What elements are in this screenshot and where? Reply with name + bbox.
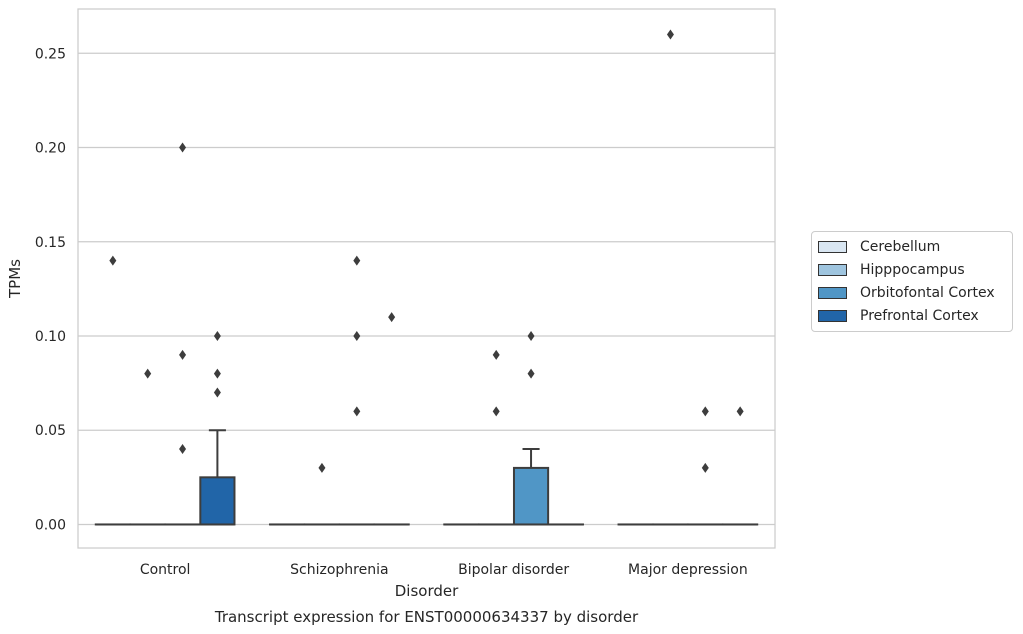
box-1-1 [303,462,341,526]
y-tick-label: 0.00 [35,517,66,533]
box-2-1 [478,349,515,526]
plot-frame [77,8,776,549]
legend-item: Hipppocampus [812,258,1012,281]
outlier-point [318,462,326,473]
box-1-2 [338,255,375,526]
outlier-point [213,330,221,341]
legend-swatch [818,309,847,322]
outlier-point [666,29,674,40]
box-body [199,476,236,526]
y-tick-label: 0.15 [35,235,66,251]
outlier-point [701,462,709,473]
outlier-point [527,368,535,379]
x-tick-label: Major depression [628,562,748,578]
legend-swatch [818,263,847,276]
legend-item: Cerebellum [812,235,1012,258]
x-axis: Control Schizophrenia Bipolar disorder Majo… [140,562,748,578]
outlier-point [353,255,361,266]
outlier-point [144,368,152,379]
outlier-point [213,368,221,379]
box-3-2 [687,406,724,526]
outlier-point [179,444,187,455]
y-tick-label: 0.10 [35,329,66,345]
outlier-point [353,330,361,341]
legend-label: Prefrontal Cortex [860,307,979,324]
legend-swatch [818,286,847,299]
outlier-point [353,406,361,417]
box-marks [94,29,759,526]
x-tick-label: Control [140,562,191,578]
box-body [512,466,550,526]
legend: Cerebellum Hipppocampus Orbitofontal Corte… [811,231,1013,332]
y-axis: 0.00 0.05 0.10 0.15 0.20 0.25 [35,46,66,533]
x-tick-label: Schizophrenia [290,562,388,578]
outlier-point [388,312,396,323]
box-1-3 [373,312,410,526]
box-0-3 [199,330,236,526]
box-3-1 [652,29,689,526]
legend-swatch [818,240,847,253]
outlier-point [179,349,187,360]
box-0-2 [164,142,201,526]
legend-label: Orbitofontal Cortex [860,284,995,301]
box-0-0 [94,255,131,526]
legend-item: Orbitofontal Cortex [812,281,1012,304]
outlier-point [213,387,221,398]
chart-title: Transcript expression for ENST0000063433… [214,608,639,626]
x-tick-label: Bipolar disorder [458,562,569,578]
legend-label: Hipppocampus [860,261,965,278]
outlier-point [492,349,500,360]
outlier-point [109,255,117,266]
y-tick-label: 0.20 [35,141,66,157]
outlier-point [492,406,500,417]
box-0-1 [129,368,166,526]
outlier-point [179,142,187,153]
box-2-2 [512,330,550,526]
y-axis-title: TPMs [6,259,24,299]
legend-item: Prefrontal Cortex [812,304,1012,327]
outlier-point [736,406,744,417]
outlier-point [527,330,535,341]
outlier-point [701,406,709,417]
y-tick-label: 0.25 [35,46,66,62]
y-tick-label: 0.05 [35,423,66,439]
legend-label: Cerebellum [860,238,941,255]
box-3-3 [722,406,759,526]
x-axis-title: Disorder [395,582,459,600]
